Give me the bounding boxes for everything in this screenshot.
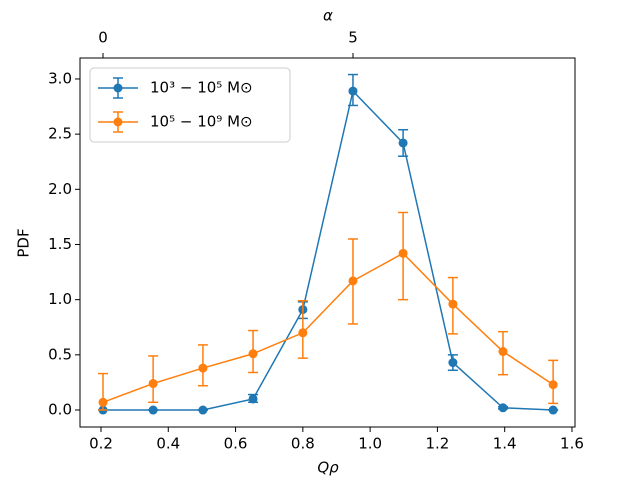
y-tick-label: 0.0 bbox=[48, 401, 72, 419]
x2-tick-label: 0 bbox=[98, 29, 108, 47]
y-tick-label: 1.0 bbox=[48, 290, 72, 308]
series-line bbox=[102, 252, 554, 403]
marker bbox=[348, 86, 358, 96]
y-tick-label: 3.0 bbox=[48, 69, 72, 87]
series-line bbox=[103, 89, 554, 411]
x-tick-label: 1.4 bbox=[493, 435, 517, 453]
marker bbox=[398, 138, 408, 148]
marker bbox=[548, 380, 558, 390]
legend: 10³ − 10⁵ M⊙ 10⁵ − 10⁹ M⊙ bbox=[89, 67, 291, 143]
marker bbox=[148, 379, 158, 389]
x-axis-label: Qρ bbox=[317, 459, 339, 477]
legend-marker bbox=[113, 83, 123, 93]
marker bbox=[198, 363, 208, 373]
y-tick-label: 1.5 bbox=[48, 235, 72, 253]
x-tick-label: 1.2 bbox=[425, 435, 449, 453]
y-tick-label: 0.5 bbox=[48, 345, 72, 363]
y-axis-label: PDF bbox=[15, 228, 33, 257]
legend-label: 10⁵ − 10⁹ M⊙ bbox=[150, 113, 253, 131]
marker bbox=[298, 328, 308, 338]
legend-label: 10³ − 10⁵ M⊙ bbox=[150, 79, 253, 97]
marker bbox=[198, 405, 208, 415]
marker bbox=[148, 405, 158, 415]
y-tick-label: 2.5 bbox=[48, 125, 72, 143]
x2-axis-label: α bbox=[323, 7, 333, 25]
x-tick-label: 0.8 bbox=[291, 435, 315, 453]
marker bbox=[498, 403, 508, 413]
x-tick-label: 1.0 bbox=[358, 435, 382, 453]
marker bbox=[498, 347, 508, 357]
marker bbox=[448, 299, 458, 309]
marker bbox=[448, 358, 458, 368]
x-tick-label: 0.6 bbox=[224, 435, 248, 453]
x-tick-label: 0.2 bbox=[89, 435, 113, 453]
marker bbox=[248, 394, 258, 404]
legend-marker bbox=[113, 117, 123, 127]
x-tick-label: 1.6 bbox=[560, 435, 584, 453]
x-tick-label: 0.4 bbox=[156, 435, 180, 453]
legend-frame bbox=[89, 67, 291, 143]
marker bbox=[248, 349, 258, 359]
marker bbox=[398, 248, 408, 258]
x2-tick-label: 5 bbox=[348, 29, 358, 47]
plot-frame bbox=[79, 57, 576, 428]
y-tick-label: 2.0 bbox=[48, 180, 72, 198]
marker bbox=[98, 397, 108, 407]
marker bbox=[548, 405, 558, 415]
marker bbox=[348, 276, 358, 286]
